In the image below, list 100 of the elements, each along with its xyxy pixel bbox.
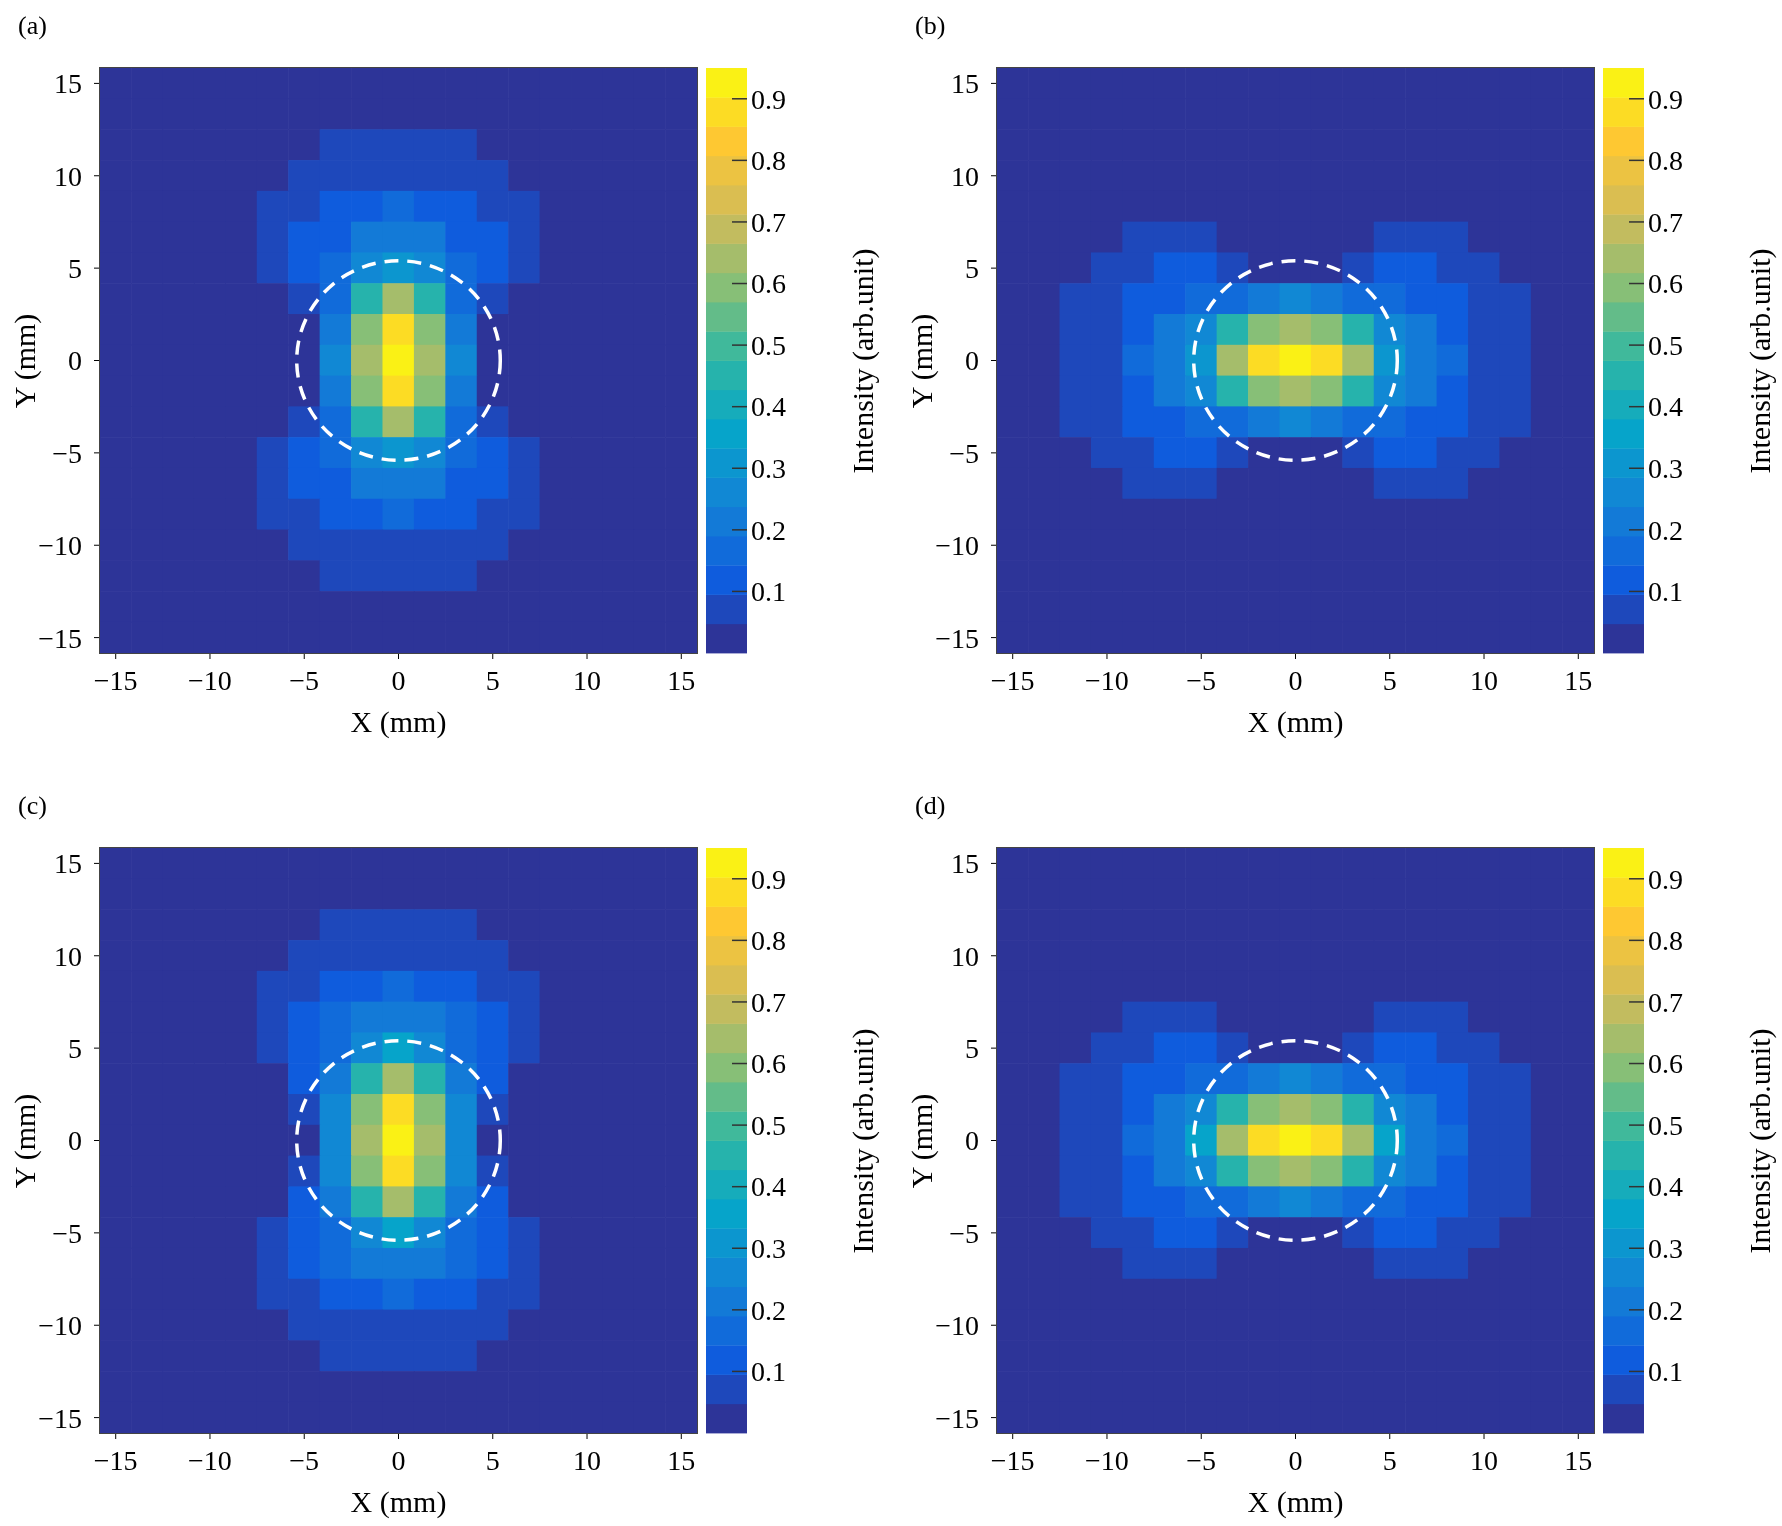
y-axis-title: Y (mm): [7, 1093, 41, 1188]
x-tick-label: −15: [93, 664, 138, 696]
x-tick-label: 0: [391, 1444, 406, 1476]
chart-title: (a): [18, 11, 47, 41]
y-tick-label: −15: [38, 622, 82, 654]
chart-title: (c): [18, 791, 47, 821]
y-tick-label: 0: [965, 345, 979, 377]
color-bar-title: Intensity (arb.unit): [845, 248, 879, 473]
x-axis-title: X (mm): [350, 705, 447, 738]
y-tick-label: −15: [935, 1402, 979, 1434]
y-tick-label: 0: [965, 1125, 979, 1157]
color-bar-label: 0.1: [751, 576, 786, 608]
y-tick-label: 15: [54, 848, 82, 880]
y-tick-label: 5: [965, 1033, 979, 1065]
x-tick-label: 10: [1470, 1444, 1499, 1476]
x-tick-label: −10: [1085, 664, 1129, 696]
x-axis-title: X (mm): [1247, 705, 1344, 738]
x-axis-title: X (mm): [1247, 1485, 1344, 1518]
color-bar-label: 0.3: [1648, 453, 1683, 485]
color-bar-label: 0.5: [751, 329, 786, 361]
color-bar-label: 0.9: [751, 863, 786, 895]
color-bar-label: 0.2: [1648, 1294, 1683, 1326]
x-tick-label: 15: [667, 664, 696, 696]
color-bar-label: 0.1: [751, 1356, 786, 1388]
color-bar-label: 0.9: [1648, 863, 1683, 895]
y-tick-label: −10: [38, 1310, 82, 1342]
x-tick-label: −10: [188, 1444, 232, 1476]
color-bar-label: 0.6: [1648, 1048, 1683, 1080]
y-tick-label: 0: [68, 1125, 82, 1157]
x-tick-label: 5: [485, 664, 500, 696]
color-bar-label: 0.5: [751, 1109, 786, 1141]
color-bar-label: 0.4: [1648, 1171, 1683, 1203]
color-bar-label: 0.8: [1648, 925, 1683, 957]
color-bar-title: Intensity (arb.unit): [1742, 1028, 1776, 1253]
y-tick-label: −5: [949, 437, 979, 469]
color-bar-label: 0.2: [751, 514, 786, 546]
color-bar-label: 0.4: [751, 391, 786, 423]
y-tick-label: −15: [935, 622, 979, 654]
y-tick-label: 10: [54, 940, 82, 972]
x-tick-label: −5: [289, 1444, 320, 1476]
x-tick-label: 5: [485, 1444, 500, 1476]
x-tick-label: 10: [573, 1444, 602, 1476]
color-bar-label: 0.7: [1648, 986, 1683, 1018]
color-bar-label: 0.7: [751, 206, 786, 238]
color-bar-label: 0.8: [751, 145, 786, 177]
color-bar-label: 0.7: [751, 986, 786, 1018]
color-bar-label: 0.7: [1648, 206, 1683, 238]
y-tick-label: 15: [951, 68, 979, 100]
color-bar-label: 0.8: [1648, 145, 1683, 177]
x-tick-label: 0: [1288, 1444, 1303, 1476]
color-bar-label: 0.8: [751, 925, 786, 957]
color-bar-label: 0.6: [751, 1048, 786, 1080]
chart-title: (d): [915, 791, 946, 821]
x-tick-label: 5: [1382, 1444, 1397, 1476]
x-tick-label: 10: [573, 664, 602, 696]
y-tick-label: −5: [949, 1217, 979, 1249]
y-tick-label: 15: [54, 68, 82, 100]
y-axis-title: Y (mm): [904, 313, 938, 408]
color-bar-label: 0.1: [1648, 1356, 1683, 1388]
x-tick-label: 10: [1470, 664, 1499, 696]
y-tick-label: 5: [965, 253, 979, 285]
color-bar-label: 0.5: [1648, 329, 1683, 361]
y-tick-label: 5: [68, 253, 82, 285]
x-axis-title: X (mm): [350, 1485, 447, 1518]
color-bar-title: Intensity (arb.unit): [1742, 248, 1776, 473]
x-tick-label: −15: [990, 1444, 1035, 1476]
color-bar-title: Intensity (arb.unit): [845, 1028, 879, 1253]
y-axis-title: Y (mm): [7, 313, 41, 408]
color-bar-label: 0.3: [1648, 1233, 1683, 1265]
y-tick-label: 10: [951, 160, 979, 192]
x-tick-label: 0: [391, 664, 406, 696]
x-tick-label: −10: [1085, 1444, 1129, 1476]
x-tick-label: 5: [1382, 664, 1397, 696]
x-tick-label: 15: [1564, 664, 1593, 696]
color-bar-label: 0.9: [1648, 83, 1683, 115]
color-bar-label: 0.1: [1648, 576, 1683, 608]
color-bar-label: 0.5: [1648, 1109, 1683, 1141]
y-tick-label: −5: [52, 1217, 82, 1249]
x-tick-label: −15: [990, 664, 1035, 696]
y-tick-label: −10: [935, 1310, 979, 1342]
x-tick-label: −15: [93, 1444, 138, 1476]
x-tick-label: −10: [188, 664, 232, 696]
y-tick-label: 5: [68, 1033, 82, 1065]
y-tick-label: −15: [38, 1402, 82, 1434]
x-tick-label: −5: [1186, 1444, 1217, 1476]
y-tick-label: 10: [951, 940, 979, 972]
color-bar-label: 0.2: [1648, 514, 1683, 546]
y-tick-label: 10: [54, 160, 82, 192]
color-bar-label: 0.4: [751, 1171, 786, 1203]
color-bar-label: 0.3: [751, 453, 786, 485]
color-bar-label: 0.6: [1648, 268, 1683, 300]
color-bar-label: 0.2: [751, 1294, 786, 1326]
color-bar-label: 0.3: [751, 1233, 786, 1265]
color-bar-label: 0.6: [751, 268, 786, 300]
x-tick-label: 15: [1564, 1444, 1593, 1476]
color-bar-label: 0.9: [751, 83, 786, 115]
y-tick-label: −5: [52, 437, 82, 469]
x-tick-label: 15: [667, 1444, 696, 1476]
x-tick-label: −5: [1186, 664, 1217, 696]
color-bar-label: 0.4: [1648, 391, 1683, 423]
